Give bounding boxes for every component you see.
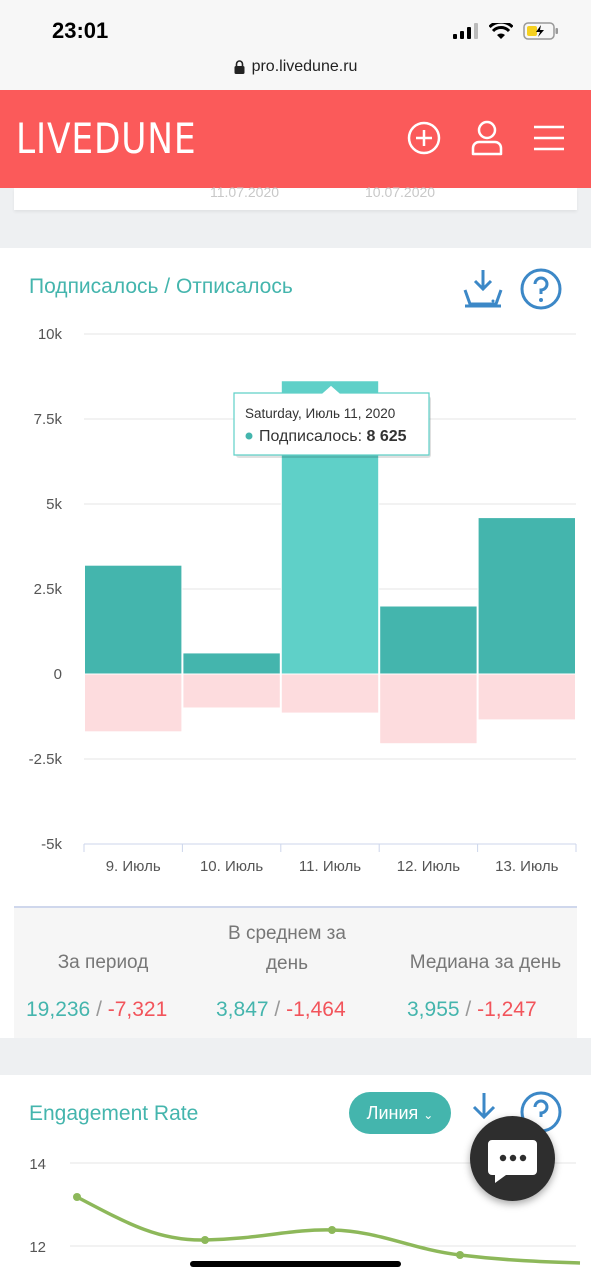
tooltip-value: Подписалось: 8 625 xyxy=(259,428,407,445)
stat-period: За период xyxy=(14,908,192,978)
x-tick-label: 11. Июль xyxy=(299,858,361,875)
wifi-icon xyxy=(489,22,513,39)
stat-median-values: 3,955 / -1,247 xyxy=(407,998,537,1021)
bar-subscribed xyxy=(84,564,183,675)
bar-subscribed xyxy=(379,605,478,675)
y-tick-label: 5k xyxy=(46,496,62,513)
x-tick-label: 9. Июль xyxy=(106,858,161,875)
help-icon[interactable] xyxy=(520,268,562,310)
bar-subscribed xyxy=(182,652,281,675)
tooltip-box xyxy=(233,384,430,456)
profile-icon[interactable] xyxy=(471,120,503,156)
y-tick-label: 2.5k xyxy=(34,581,63,598)
home-indicator xyxy=(190,1261,401,1267)
status-bar: 23:01 xyxy=(0,0,591,58)
status-time: 23:01 xyxy=(52,18,109,43)
y-tick-label: -2.5k xyxy=(29,751,63,768)
value-negative: -1,247 xyxy=(477,998,537,1021)
battery-icon xyxy=(523,22,558,40)
chart-type-dropdown[interactable]: Линия ⌄ xyxy=(349,1092,451,1134)
subscribers-card: 10k 7.5k 5k 2.5k 0 -2.5k -5k 9. Июль 10. Июль 11.… xyxy=(0,248,591,1038)
bar-unsubscribed xyxy=(379,673,478,745)
stats-panel: За период В среднем за день Медиана за д… xyxy=(14,906,577,1038)
bar-subscribed xyxy=(477,517,577,675)
stat-period-values: 19,236 / -7,321 xyxy=(26,998,168,1021)
bar-unsubscribed xyxy=(84,673,183,733)
subscribers-chart: 10k 7.5k 5k 2.5k 0 -2.5k -5k 9. Июль 10. Июль 11.… xyxy=(29,326,577,875)
card-title: Подписалось / Отписалось xyxy=(29,275,293,298)
prev-date-2: 10.07.2020 xyxy=(365,184,436,200)
chart-type-label: Линия xyxy=(366,1103,419,1123)
x-tick-label: 10. Июль xyxy=(200,858,263,875)
url-text: pro.livedune.ru xyxy=(251,58,358,75)
status-icons xyxy=(453,22,559,40)
menu-icon[interactable] xyxy=(533,124,565,152)
value-negative: -7,321 xyxy=(107,998,168,1021)
value-positive: 19,236 xyxy=(26,998,91,1021)
add-icon[interactable] xyxy=(407,121,441,155)
logo[interactable]: LIVEDUNE xyxy=(16,114,197,163)
prev-date-1: 11.07.2020 xyxy=(210,184,280,200)
y-tick-label: 14 xyxy=(29,1156,46,1173)
y-tick-label: -5k xyxy=(41,836,62,853)
lock-icon xyxy=(234,60,245,74)
stat-label: Медиана за день xyxy=(409,952,562,973)
stat-average-values: 3,847 / -1,464 xyxy=(216,998,346,1021)
x-tick-label: 13. Июль xyxy=(495,858,558,875)
signal-icon xyxy=(453,23,478,39)
url-bar[interactable]: pro.livedune.ru xyxy=(0,54,591,90)
engagement-title: Engagement Rate xyxy=(29,1102,199,1125)
value-negative: -1,464 xyxy=(286,998,346,1021)
bar-unsubscribed xyxy=(182,673,281,709)
engagement-point xyxy=(456,1251,464,1259)
previous-card: 11.07.2020 10.07.2020 xyxy=(14,184,577,210)
y-tick-label: 12 xyxy=(29,1239,46,1256)
chevron-down-icon: ⌄ xyxy=(423,1108,434,1122)
chat-icon xyxy=(488,1140,537,1183)
engagement-download-icon[interactable] xyxy=(466,1091,502,1133)
y-tick-label: 10k xyxy=(38,326,63,343)
engagement-point xyxy=(73,1193,81,1201)
engagement-point xyxy=(328,1226,336,1234)
bar-unsubscribed xyxy=(477,673,577,721)
engagement-point xyxy=(201,1236,209,1244)
stat-median: Медиана за день xyxy=(394,908,577,978)
value-positive: 3,955 xyxy=(407,998,460,1021)
chat-button[interactable] xyxy=(470,1116,555,1201)
bar-unsubscribed xyxy=(280,673,380,714)
app-header: LIVEDUNE xyxy=(0,90,591,188)
stat-average: В среднем за день xyxy=(212,908,362,979)
value-positive: 3,847 xyxy=(216,998,269,1021)
y-tick-label: 0 xyxy=(54,666,62,683)
stat-label: За период xyxy=(57,952,149,973)
y-tick-label: 7.5k xyxy=(34,411,63,428)
download-icon[interactable] xyxy=(462,268,504,310)
stat-label: В среднем за день xyxy=(228,923,346,974)
tooltip-marker xyxy=(245,432,253,440)
tooltip-date: Saturday, Июль 11, 2020 xyxy=(245,406,395,421)
x-tick-label: 12. Июль xyxy=(397,858,460,875)
